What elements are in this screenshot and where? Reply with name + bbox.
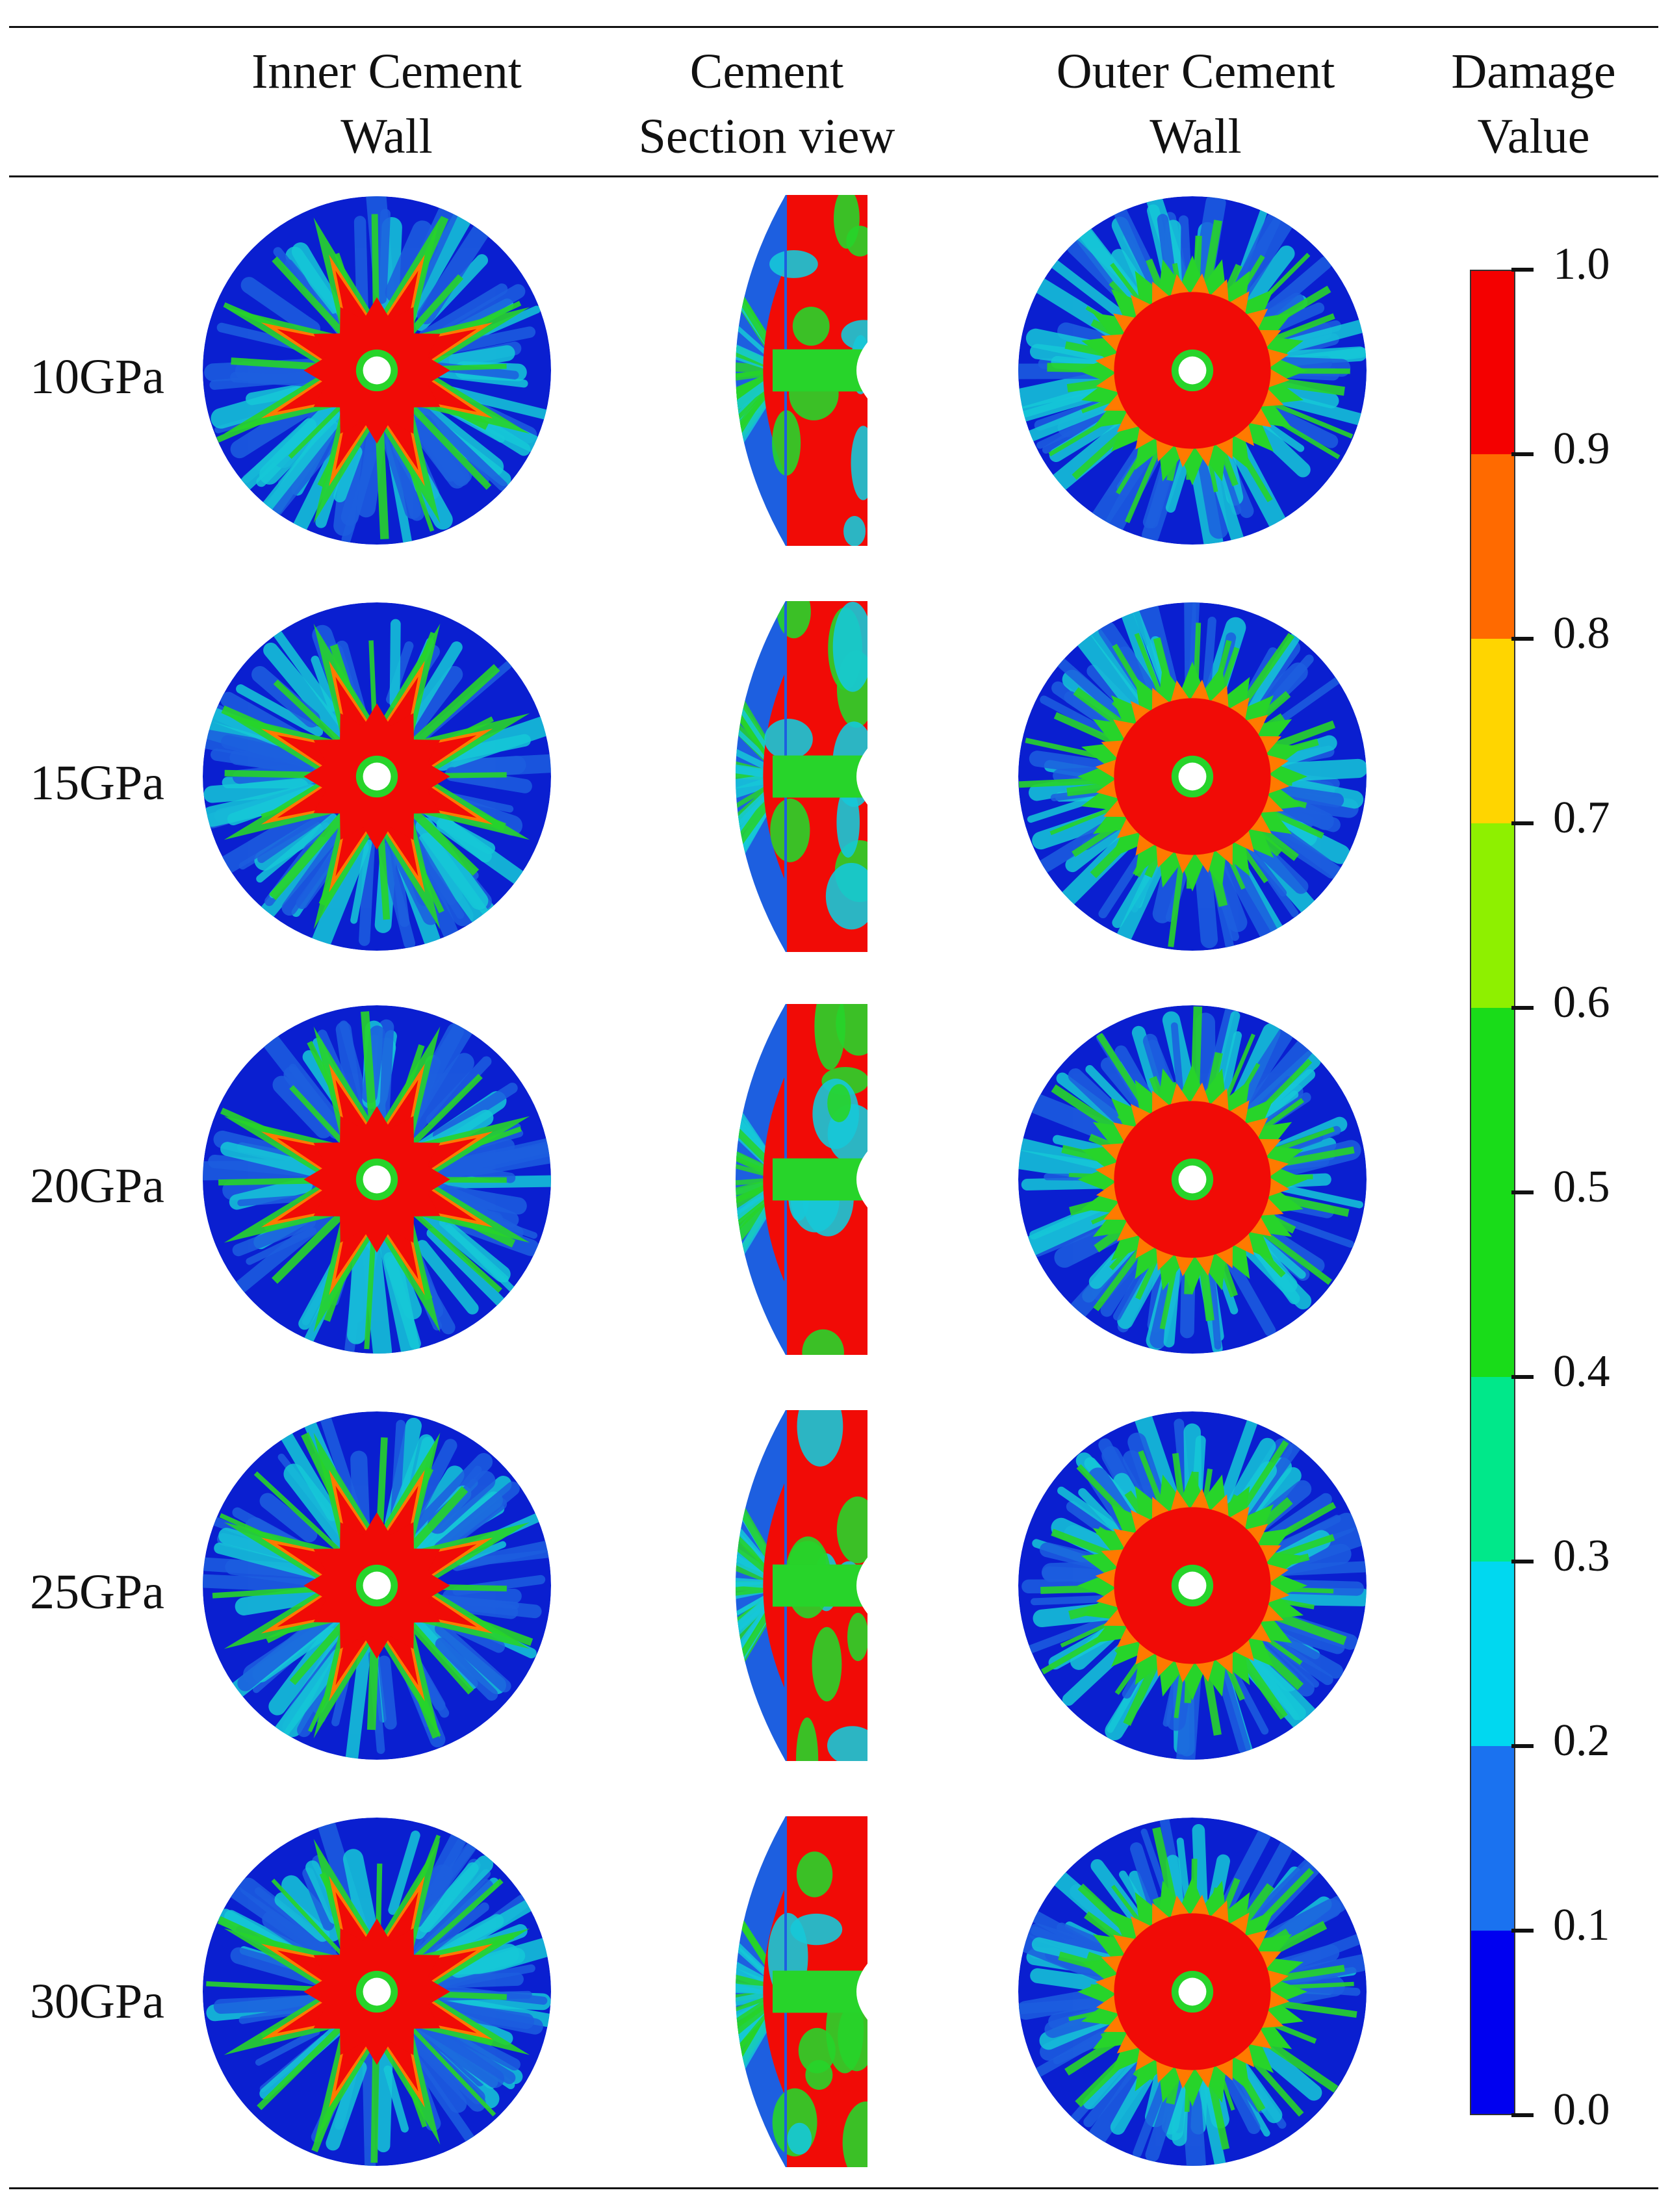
colorbar-band <box>1470 1192 1515 1378</box>
inner-wall-panel <box>203 1411 551 1760</box>
inner-wall-panel <box>203 1818 551 2166</box>
colorbar-tick-label: 0.0 <box>1553 2085 1610 2135</box>
colorbar-tick-mark <box>1511 2113 1534 2117</box>
colorbar-tick-mark <box>1511 1375 1534 1379</box>
section-view-panel <box>736 1004 867 1355</box>
section-view-panel <box>736 1410 867 1761</box>
inner-wall-panel <box>203 1005 551 1354</box>
outer-wall-panel <box>1018 1005 1367 1354</box>
colorbar-tick-mark <box>1511 1929 1534 1933</box>
section-view-panel <box>736 601 867 952</box>
header-cement-section-view: Cement Section view <box>638 44 895 164</box>
colorbar-tick-mark <box>1511 452 1534 456</box>
outer-wall-panel <box>1018 196 1367 545</box>
colorbar-band <box>1470 1562 1515 1747</box>
colorbar-band <box>1470 454 1515 639</box>
section-view-panel <box>736 195 867 546</box>
colorbar-tick-label: 0.4 <box>1553 1346 1610 1396</box>
section-view-panel <box>736 1816 867 2167</box>
inner-wall-panel <box>203 602 551 951</box>
colorbar-band <box>1470 1746 1515 1931</box>
header-inner-cement-wall: Inner Cement Wall <box>251 44 522 164</box>
colorbar-tick-mark <box>1511 1560 1534 1563</box>
row-label-25gpa: 25GPa <box>30 1565 164 1619</box>
colorbar-band <box>1470 270 1515 455</box>
header-rule <box>9 175 1658 177</box>
row-label-10gpa: 10GPa <box>30 350 164 404</box>
colorbar-tick-label: 0.9 <box>1553 424 1610 474</box>
colorbar-tick-mark <box>1511 1190 1534 1194</box>
header-damage-value: Damage Value <box>1451 44 1616 164</box>
colorbar-band <box>1470 1008 1515 1193</box>
outer-wall-panel <box>1018 1818 1367 2166</box>
colorbar-band <box>1470 639 1515 824</box>
outer-wall-panel <box>1018 602 1367 951</box>
row-label-30gpa: 30GPa <box>30 1974 164 2029</box>
row-label-20gpa: 20GPa <box>30 1159 164 1213</box>
colorbar-tick-mark <box>1511 637 1534 641</box>
header-outer-cement-wall: Outer Cement Wall <box>1056 44 1335 164</box>
inner-wall-panel <box>203 196 551 545</box>
colorbar-tick-label: 0.1 <box>1553 1900 1610 1950</box>
outer-wall-panel <box>1018 1411 1367 1760</box>
colorbar-tick-label: 0.5 <box>1553 1162 1610 1212</box>
colorbar-tick-label: 0.6 <box>1553 977 1610 1027</box>
bottom-rule <box>9 2187 1658 2189</box>
colorbar-band <box>1470 1931 1515 2115</box>
colorbar-tick-label: 0.8 <box>1553 608 1610 658</box>
colorbar-tick-label: 0.3 <box>1553 1531 1610 1581</box>
colorbar-band <box>1470 823 1515 1009</box>
row-label-15gpa: 15GPa <box>30 756 164 810</box>
damage-colorbar <box>1470 270 1515 2115</box>
top-rule <box>9 26 1658 28</box>
colorbar-tick-mark <box>1511 268 1534 272</box>
colorbar-tick-mark <box>1511 1744 1534 1748</box>
colorbar-tick-mark <box>1511 1006 1534 1010</box>
colorbar-band <box>1470 1377 1515 1562</box>
colorbar-tick-label: 0.7 <box>1553 793 1610 843</box>
colorbar-tick-label: 0.2 <box>1553 1716 1610 1766</box>
colorbar-tick-mark <box>1511 821 1534 825</box>
colorbar-tick-label: 1.0 <box>1553 239 1610 289</box>
